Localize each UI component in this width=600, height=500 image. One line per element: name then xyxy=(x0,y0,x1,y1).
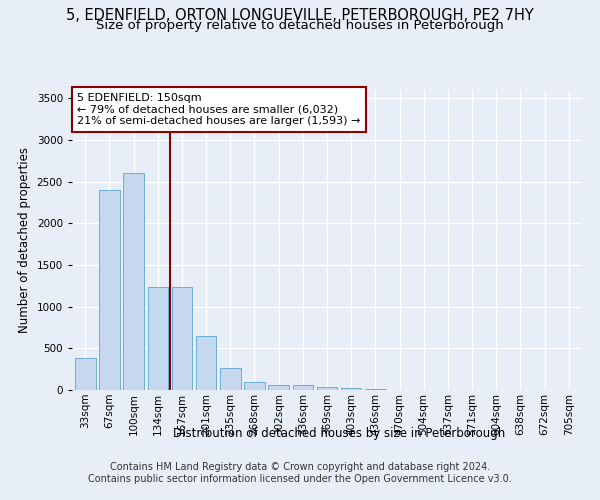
Bar xyxy=(244,382,265,390)
Bar xyxy=(220,368,241,390)
Bar xyxy=(365,389,386,390)
Text: Size of property relative to detached houses in Peterborough: Size of property relative to detached ho… xyxy=(96,18,504,32)
Text: Distribution of detached houses by size in Peterborough: Distribution of detached houses by size … xyxy=(173,428,505,440)
Bar xyxy=(341,388,361,390)
Bar xyxy=(124,174,144,390)
Bar xyxy=(268,384,289,390)
Bar xyxy=(148,286,168,390)
Bar xyxy=(172,286,192,390)
Bar xyxy=(75,358,95,390)
Bar xyxy=(196,336,217,390)
Text: 5, EDENFIELD, ORTON LONGUEVILLE, PETERBOROUGH, PE2 7HY: 5, EDENFIELD, ORTON LONGUEVILLE, PETERBO… xyxy=(66,8,534,22)
Y-axis label: Number of detached properties: Number of detached properties xyxy=(18,147,31,333)
Bar xyxy=(99,190,120,390)
Text: Contains public sector information licensed under the Open Government Licence v3: Contains public sector information licen… xyxy=(88,474,512,484)
Bar xyxy=(293,385,313,390)
Bar xyxy=(317,386,337,390)
Text: Contains HM Land Registry data © Crown copyright and database right 2024.: Contains HM Land Registry data © Crown c… xyxy=(110,462,490,472)
Text: 5 EDENFIELD: 150sqm
← 79% of detached houses are smaller (6,032)
21% of semi-det: 5 EDENFIELD: 150sqm ← 79% of detached ho… xyxy=(77,93,361,126)
